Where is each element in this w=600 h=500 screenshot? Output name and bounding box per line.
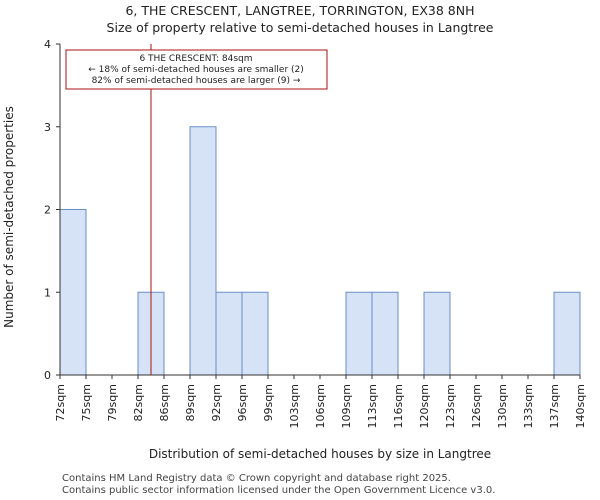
- x-tick-label-120sqm: 120sqm: [418, 384, 431, 428]
- annotation-line-1: 6 THE CRESCENT: 84sqm: [139, 54, 252, 64]
- bar-89sqm: [189, 126, 217, 376]
- annotation-box: [65, 49, 328, 90]
- x-tick-label-140sqm: 140sqm: [574, 384, 587, 428]
- y-tick-label-3: 3: [44, 121, 51, 134]
- x-tick-label-123sqm: 123sqm: [444, 384, 457, 428]
- x-tick-label-137sqm: 137sqm: [548, 384, 561, 428]
- x-axis-label: Distribution of semi-detached houses by …: [149, 447, 491, 461]
- bar-137sqm: [553, 291, 581, 376]
- bar-72sqm: [59, 209, 87, 376]
- x-tick-label-82sqm: 82sqm: [132, 384, 145, 421]
- y-axis-label: Number of semi-detached properties: [2, 106, 16, 328]
- x-tick-label-89sqm: 89sqm: [184, 384, 197, 421]
- x-tick-label-109sqm: 109sqm: [340, 384, 353, 428]
- annotation-line-2: ← 18% of semi-detached houses are smalle…: [88, 65, 304, 75]
- y-tick-label-1: 1: [44, 286, 51, 299]
- x-tick-label-96sqm: 96sqm: [236, 384, 249, 421]
- bar-92sqm: [215, 291, 243, 376]
- chart-title: 6, THE CRESCENT, LANGTREE, TORRINGTON, E…: [125, 3, 475, 18]
- x-tick-label-133sqm: 133sqm: [522, 384, 535, 428]
- bar-120sqm: [423, 291, 451, 376]
- x-tick-label-92sqm: 92sqm: [210, 384, 223, 421]
- x-tick-label-103sqm: 103sqm: [288, 384, 301, 428]
- x-tick-label-130sqm: 130sqm: [496, 384, 509, 428]
- x-tick-label-72sqm: 72sqm: [54, 384, 67, 421]
- bar-96sqm: [241, 291, 269, 376]
- annotation-line-3: 82% of semi-detached houses are larger (…: [92, 76, 301, 86]
- y-tick-label-0: 0: [44, 369, 51, 382]
- bar-109sqm: [345, 291, 373, 376]
- x-tick-label-116sqm: 116sqm: [392, 384, 405, 428]
- x-tick-label-99sqm: 99sqm: [262, 384, 275, 421]
- x-tick-label-113sqm: 113sqm: [366, 384, 379, 428]
- x-tick-label-86sqm: 86sqm: [158, 384, 171, 421]
- y-tick-label-4: 4: [44, 38, 51, 51]
- x-tick-label-106sqm: 106sqm: [314, 384, 327, 428]
- x-tick-label-75sqm: 75sqm: [80, 384, 93, 421]
- chart-subtitle: Size of property relative to semi-detach…: [106, 20, 494, 35]
- x-tick-label-126sqm: 126sqm: [470, 384, 483, 428]
- footer-licence: Contains public sector information licen…: [62, 485, 496, 496]
- bar-113sqm: [371, 291, 399, 376]
- x-tick-label-79sqm: 79sqm: [106, 384, 119, 421]
- footer-copyright: Contains HM Land Registry data © Crown c…: [62, 473, 451, 484]
- y-tick-label-2: 2: [44, 204, 51, 217]
